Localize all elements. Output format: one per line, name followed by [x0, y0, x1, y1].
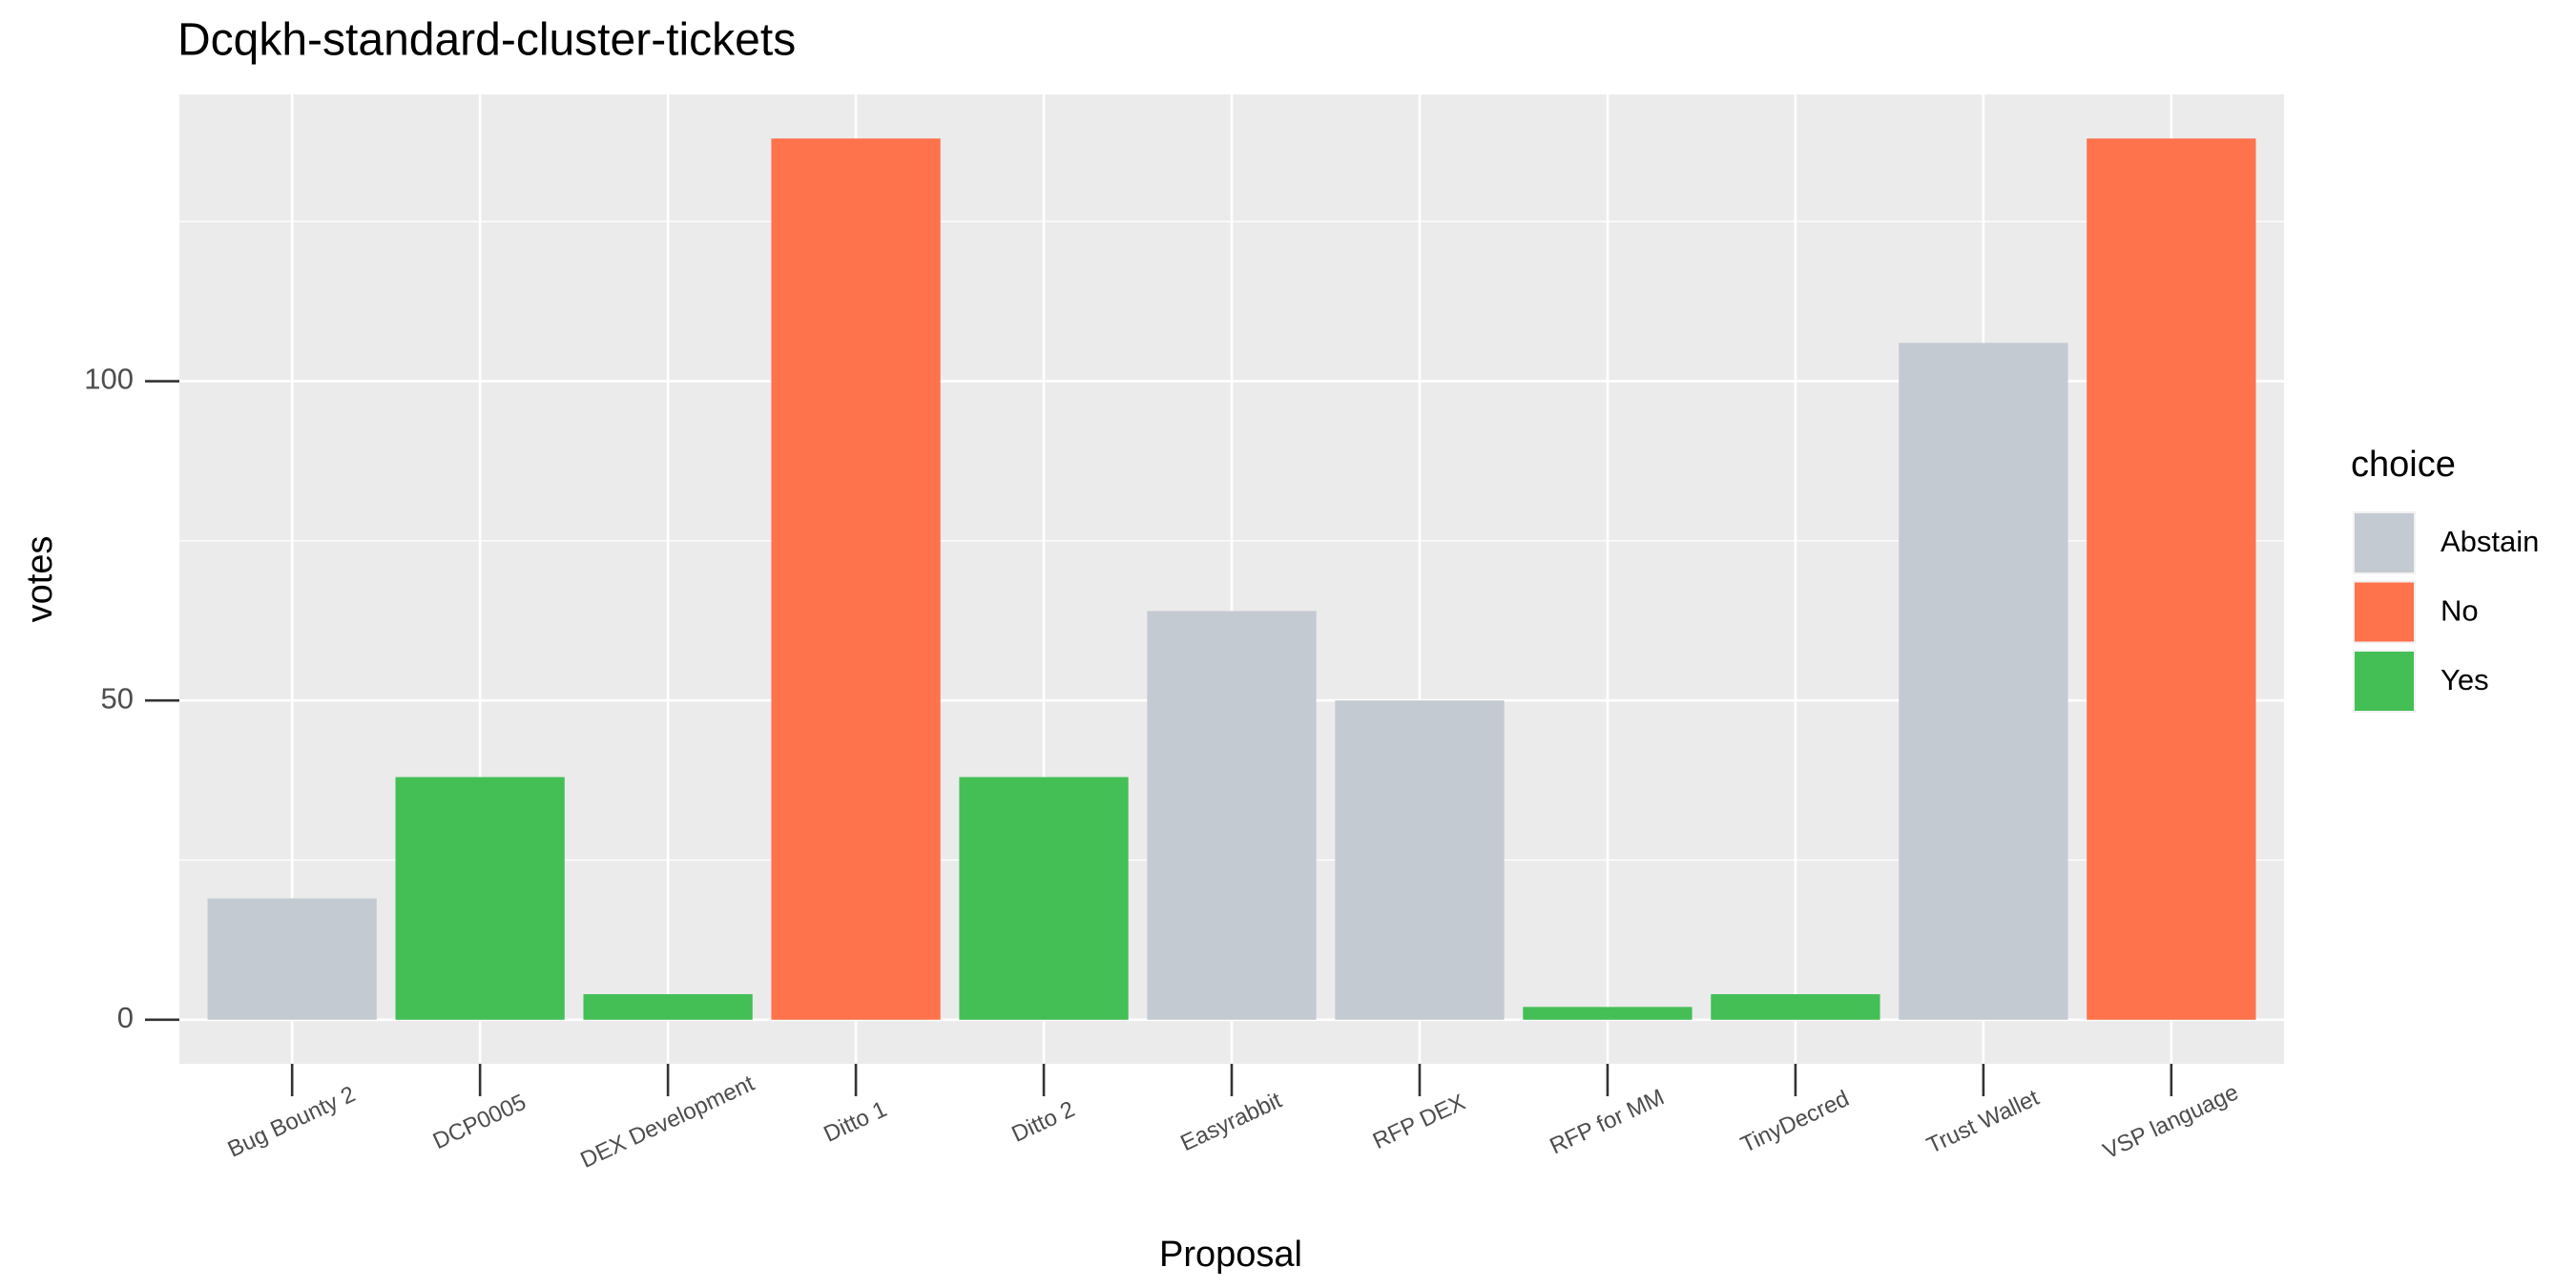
legend-label: Abstain — [2441, 525, 2539, 558]
y-tick-label: 50 — [101, 681, 134, 715]
bar — [959, 777, 1129, 1020]
bar — [1523, 1007, 1693, 1020]
legend-swatch — [2355, 652, 2414, 711]
legend-swatch — [2355, 582, 2414, 642]
x-axis-label: Proposal — [1159, 1235, 1302, 1275]
bar — [1899, 343, 2068, 1020]
bar — [2087, 138, 2256, 1020]
legend-label: No — [2441, 594, 2479, 628]
bar — [1147, 611, 1317, 1020]
chart-title: Dcqkh-standard-cluster-tickets — [177, 15, 796, 66]
bar — [1335, 700, 1505, 1020]
bar — [1711, 994, 1880, 1020]
legend-label: Yes — [2441, 663, 2489, 696]
y-tick-label: 0 — [117, 1001, 134, 1034]
legend-swatch — [2355, 513, 2414, 572]
legend-title: choice — [2351, 445, 2456, 485]
bar — [207, 898, 377, 1020]
bar — [583, 994, 753, 1020]
y-axis-label: votes — [20, 536, 60, 623]
bar — [395, 777, 565, 1020]
bar — [771, 138, 941, 1020]
y-tick-label: 100 — [84, 363, 134, 396]
